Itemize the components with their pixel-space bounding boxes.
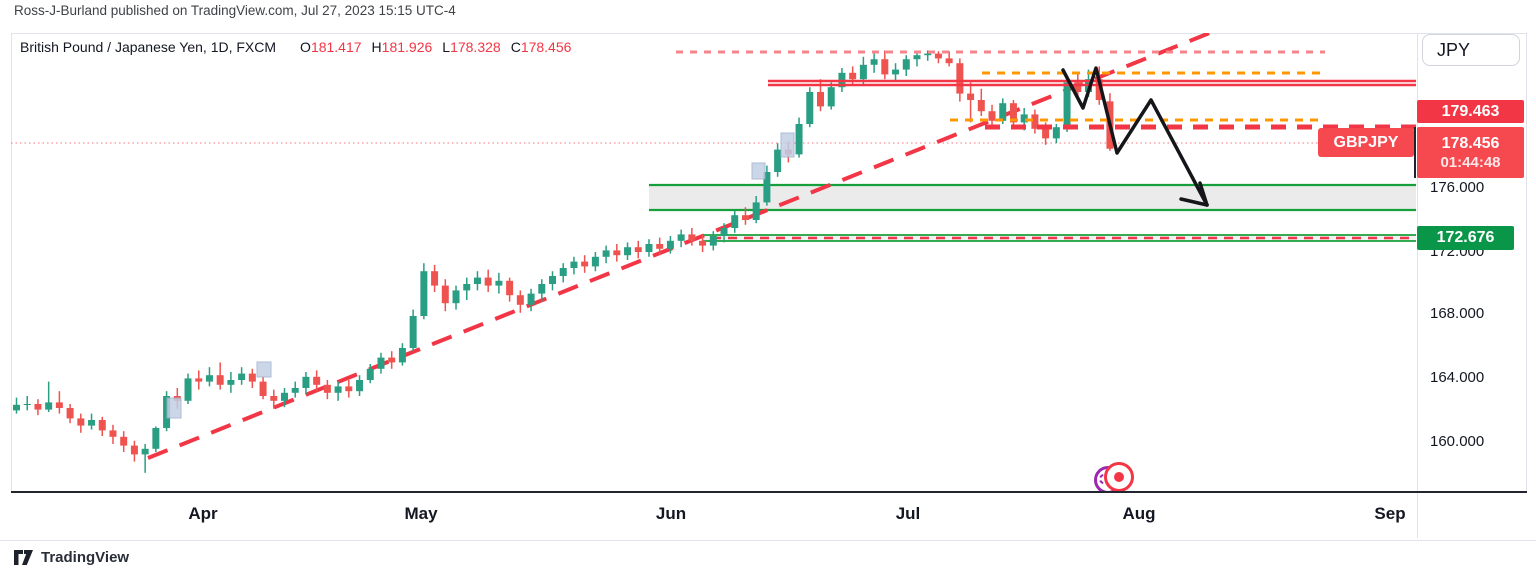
price-tick: 168.000 <box>1430 305 1485 322</box>
ohlc-value: 178.328 <box>450 39 501 55</box>
ohlc-value: 181.417 <box>310 39 362 55</box>
month-label: May <box>404 504 438 523</box>
time-axis-line <box>11 491 1527 493</box>
brand-name: TradingView <box>41 549 130 566</box>
ohlc-value: 181.926 <box>381 39 433 55</box>
chart-frame <box>11 33 1527 492</box>
footer-divider <box>0 540 1536 541</box>
ohlc-value: 178.456 <box>520 39 572 55</box>
axis-separator-vertical <box>1417 33 1418 538</box>
symbol-title: British Pound / Japanese Yen, 1D, FXCM <box>20 39 277 55</box>
chart-legend: British Pound / Japanese Yen, 1D, FXCM O1… <box>20 39 571 55</box>
tradingview-logo-icon <box>14 550 33 565</box>
month-label: Sep <box>1374 504 1406 523</box>
ohlc-key: L <box>442 39 451 55</box>
attribution-text: Ross-J-Burland published on TradingView.… <box>14 3 456 18</box>
ohlc-key: C <box>510 39 521 55</box>
month-label: Apr <box>188 504 218 523</box>
price-tick: 160.000 <box>1430 433 1485 450</box>
symbol-tag-label: GBPJPY <box>1318 128 1414 157</box>
support-price-label: 172.676 <box>1417 226 1514 250</box>
alert-price-label: 179.463 <box>1417 100 1524 123</box>
ohlc-values: O181.417 H181.926 L178.328 C178.456 <box>290 39 571 55</box>
month-label: Aug <box>1122 504 1156 523</box>
price-line-connector <box>1414 127 1416 178</box>
month-label: Jul <box>895 504 921 523</box>
price-tick: 176.000 <box>1430 179 1485 196</box>
footer-brand: TradingView <box>13 549 129 566</box>
price-tick: 164.000 <box>1430 369 1485 386</box>
currency-toggle-button[interactable]: JPY <box>1422 34 1520 66</box>
last-price-label: 178.456 01:44:48 <box>1417 127 1524 178</box>
last-price-value: 178.456 <box>1441 135 1500 152</box>
bar-countdown: 01:44:48 <box>1440 154 1501 171</box>
price-axis[interactable]: 176.000 172.000 168.000 164.000 160.000 179.… <box>1417 33 1528 492</box>
month-label: Jun <box>655 504 687 523</box>
time-axis[interactable]: Apr May Jun Jul Aug Sep <box>11 493 1527 538</box>
ohlc-key: H <box>371 39 382 55</box>
ohlc-key: O <box>300 39 311 55</box>
